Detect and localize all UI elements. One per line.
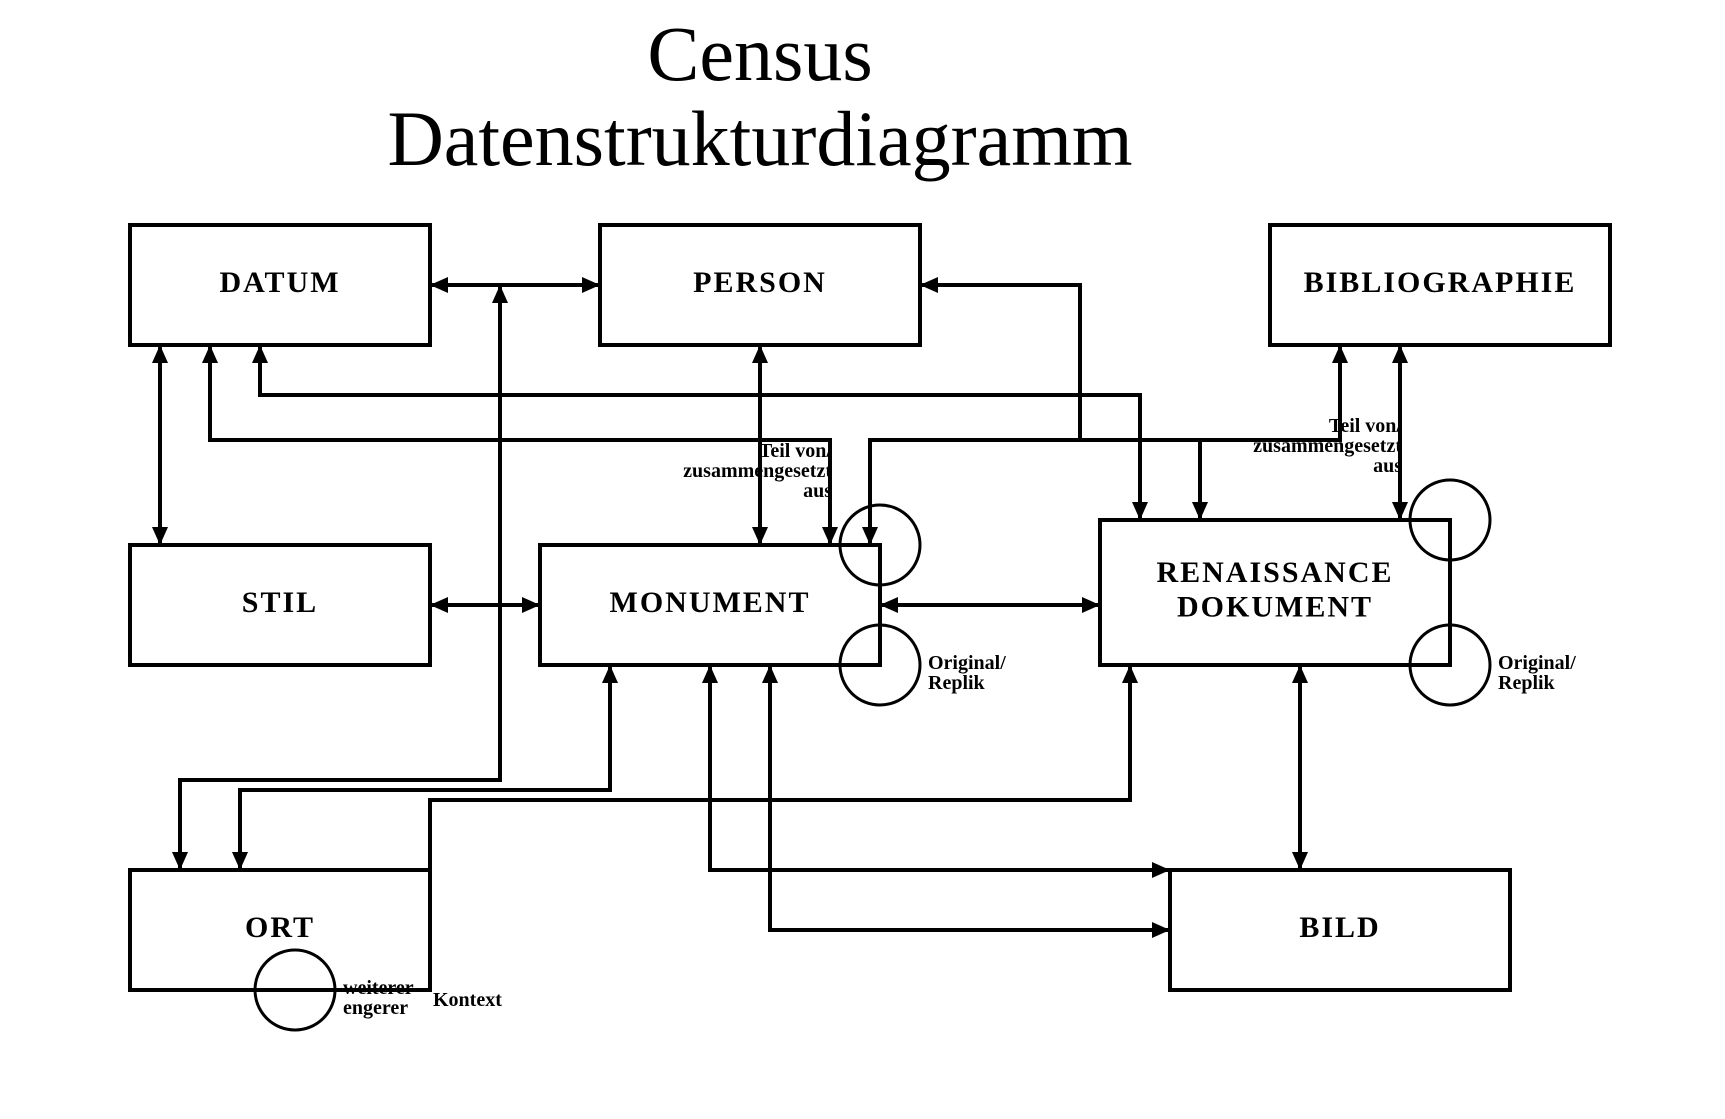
loop-label: zusammengesetzt	[1253, 435, 1402, 457]
loop-label: Teil von/	[1329, 415, 1403, 437]
loop-label: Replik	[1498, 672, 1556, 694]
node-label-stil: STIL	[242, 586, 318, 619]
loop-label-extra: Kontext	[433, 989, 502, 1011]
arrowhead	[1132, 502, 1148, 520]
edge	[770, 665, 1170, 930]
arrowhead	[202, 345, 218, 363]
arrowhead	[522, 597, 540, 613]
diagram-canvas: CensusDatenstrukturdiagramm DATUM PERSON BI…	[0, 0, 1725, 1119]
edge	[260, 345, 1140, 520]
node-label-renaiss: RENAISSANCE	[1156, 556, 1393, 589]
edge	[210, 345, 830, 545]
arrowhead	[1392, 345, 1408, 363]
arrowhead	[152, 527, 168, 545]
arrowhead	[752, 345, 768, 363]
arrowhead	[862, 527, 878, 545]
arrowhead	[1392, 502, 1408, 520]
edge	[920, 285, 1200, 520]
arrowhead	[232, 852, 248, 870]
loop-label: Original/	[928, 652, 1006, 674]
loop-label: Teil von/	[759, 440, 833, 462]
loop-label: aus	[803, 480, 832, 502]
arrowhead	[1082, 597, 1100, 613]
node-label-ort: ORT	[245, 911, 315, 944]
arrowhead	[1192, 502, 1208, 520]
node-label-monument: MONUMENT	[610, 586, 811, 619]
loop-label: Original/	[1498, 652, 1576, 674]
arrowhead	[752, 527, 768, 545]
arrowhead	[1332, 345, 1348, 363]
loop-label: engerer	[343, 997, 408, 1019]
title-line-1: Census	[647, 10, 872, 97]
arrowhead	[430, 597, 448, 613]
edge	[430, 665, 1130, 930]
arrowhead	[152, 345, 168, 363]
node-label-datum: DATUM	[219, 266, 340, 299]
arrowhead	[252, 345, 268, 363]
loop-label: zusammengesetzt	[683, 460, 832, 482]
loop-label: aus	[1373, 455, 1402, 477]
node-label-renaiss: DOKUMENT	[1177, 591, 1373, 624]
arrowhead	[1292, 665, 1308, 683]
node-label-bild: BILD	[1299, 911, 1380, 944]
arrowhead	[492, 285, 508, 303]
arrowhead	[1122, 665, 1138, 683]
arrowhead	[582, 277, 600, 293]
arrowhead	[172, 852, 188, 870]
arrowhead	[1152, 862, 1170, 878]
arrowhead	[822, 527, 838, 545]
loop-label: Replik	[928, 672, 986, 694]
arrowhead	[762, 665, 778, 683]
arrowhead	[1292, 852, 1308, 870]
arrowhead	[1152, 922, 1170, 938]
edge	[710, 665, 1170, 870]
loop-label: weiterer	[343, 977, 414, 999]
edge	[240, 665, 610, 870]
arrowhead	[702, 665, 718, 683]
node-label-biblio: BIBLIOGRAPHIE	[1304, 266, 1577, 299]
title-line-2: Datenstrukturdiagramm	[387, 95, 1132, 182]
arrowhead	[602, 665, 618, 683]
arrowhead	[920, 277, 938, 293]
arrowhead	[430, 277, 448, 293]
node-label-person: PERSON	[693, 266, 827, 299]
arrowhead	[880, 597, 898, 613]
